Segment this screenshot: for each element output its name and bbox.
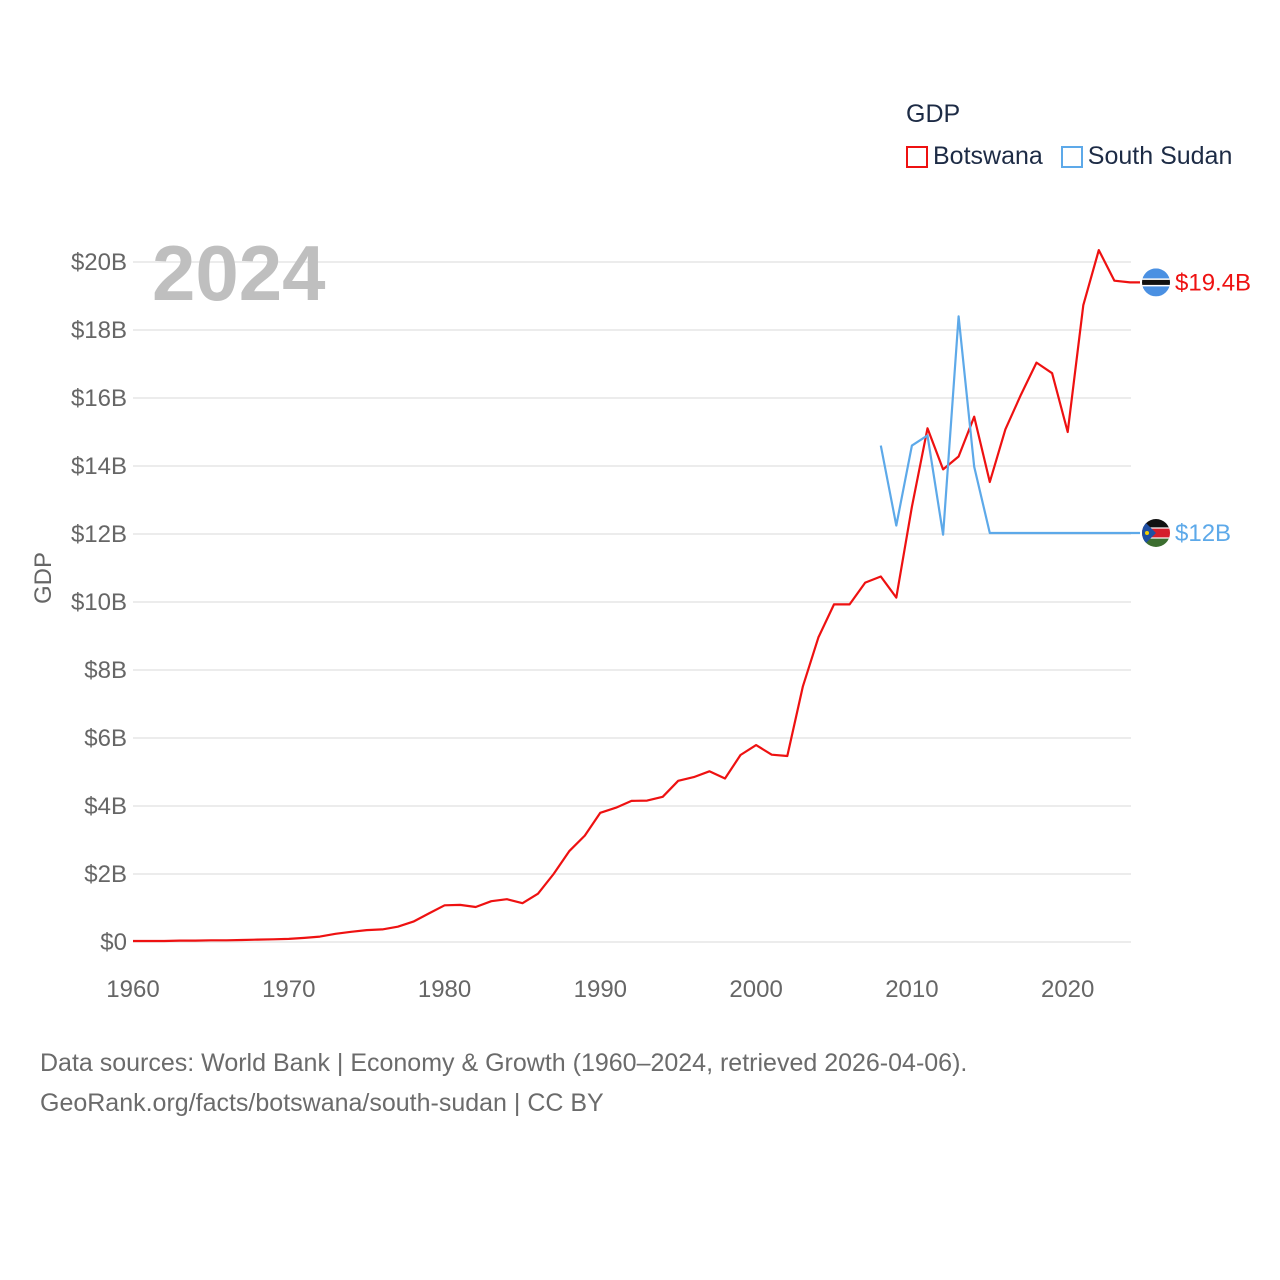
- legend: Botswana South Sudan: [906, 142, 1232, 171]
- y-axis-label: GDP: [30, 552, 57, 604]
- x-tick-label: 2020: [1041, 976, 1094, 1003]
- y-tick-label: $16B: [71, 385, 127, 412]
- y-tick-label: $10B: [71, 589, 127, 616]
- y-tick-label: $8B: [84, 657, 127, 684]
- footer-sources: Data sources: World Bank | Economy & Gro…: [40, 1049, 968, 1077]
- x-tick-label: 1960: [106, 976, 159, 1003]
- y-tick-label: $18B: [71, 317, 127, 344]
- y-tick-label: $4B: [84, 793, 127, 820]
- year-label: 2024: [152, 229, 326, 317]
- botswana-flag-icon: [1142, 268, 1170, 297]
- footer-credit[interactable]: GeoRank.org/facts/botswana/south-sudan |…: [40, 1089, 604, 1117]
- grid-layer: [133, 261, 1131, 943]
- series-line-botswana: [133, 249, 1140, 943]
- x-tick-label: 2010: [885, 976, 938, 1003]
- y-tick-label: $20B: [71, 249, 127, 276]
- footer: Data sources: World Bank | Economy & Gro…: [40, 1043, 967, 1123]
- x-axis-ticks: 1960 1970 1980 1990 2000 2010 2020: [106, 976, 1094, 1003]
- x-tick-label: 1980: [418, 976, 471, 1003]
- south-sudan-flag-icon: [1142, 519, 1170, 547]
- legend-title: GDP: [906, 100, 961, 128]
- legend-label-south-sudan: South Sudan: [1087, 142, 1233, 170]
- y-tick-label: $14B: [71, 453, 127, 480]
- marker-layer: $19.4B $12B: [1142, 268, 1251, 547]
- y-axis-ticks: $0 $2B $4B $6B $8B $10B $12B $14B $16B $18B $20B: [71, 249, 127, 956]
- legend-item-botswana[interactable]: Botswana: [906, 142, 1043, 171]
- legend-label-botswana: Botswana: [933, 142, 1043, 170]
- x-tick-label: 1990: [574, 976, 627, 1003]
- legend-swatch-botswana: [906, 145, 928, 168]
- legend-item-south-sudan[interactable]: South Sudan: [1060, 142, 1233, 171]
- legend-swatch-south-sudan: [1060, 145, 1083, 168]
- series-layer: [133, 249, 1140, 943]
- series-line-south-sudan: [879, 315, 1140, 536]
- south-sudan-end-value-label: $12B: [1175, 520, 1231, 547]
- y-tick-label: $12B: [71, 521, 127, 548]
- x-tick-label: 1970: [262, 976, 315, 1003]
- y-tick-label: $0: [100, 929, 127, 956]
- y-tick-label: $2B: [84, 861, 127, 888]
- botswana-end-value-label: $19.4B: [1175, 269, 1251, 296]
- x-tick-label: 2000: [729, 976, 782, 1003]
- y-tick-label: $6B: [84, 725, 127, 752]
